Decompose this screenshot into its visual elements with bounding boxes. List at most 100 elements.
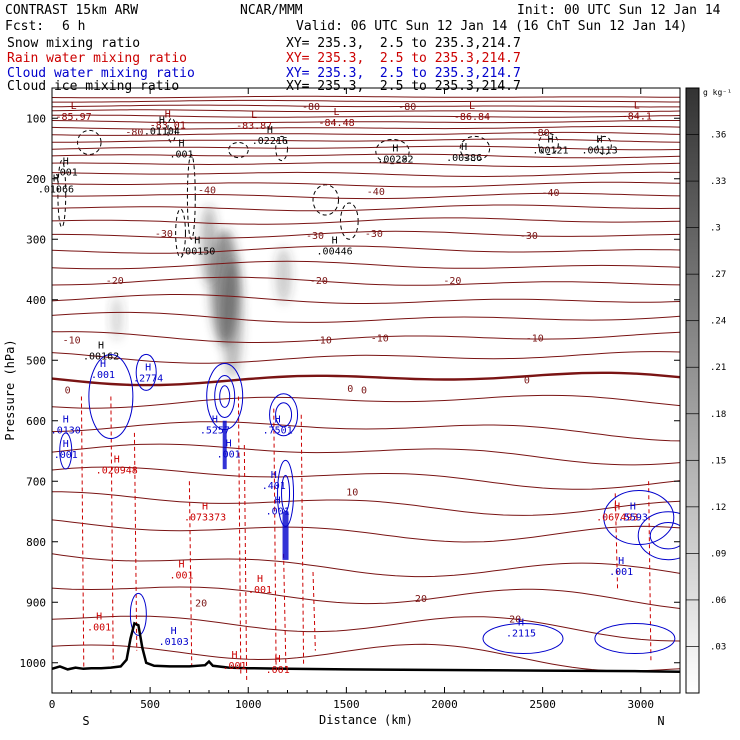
extremum-value: .00121 [532, 145, 568, 156]
temperature-contour-label: -40 [541, 188, 559, 199]
temperature-contour-line [52, 615, 680, 642]
y-tick-label: 500 [26, 354, 46, 367]
header-org: NCAR/MMM [240, 3, 303, 18]
extremum-kind: H [202, 502, 208, 513]
x-axis-label: Distance (km) [319, 713, 413, 727]
axes: 0 500 1000 1500 2000 2500 30001002003004005006… [20, 88, 680, 711]
field-xy-cloudice: XY= 235.3, 2.5 to 235.3,214.7 [286, 79, 521, 94]
snow-shade [222, 257, 243, 378]
temperature-contour-line [52, 125, 680, 130]
rain-contour [110, 396, 114, 663]
cloud-ice-contour [57, 160, 67, 228]
cloud-ice-contour [459, 135, 491, 162]
cloud-water-contours [59, 353, 680, 655]
x-tick-label: 2000 [431, 698, 458, 711]
temperature-contour-line [52, 204, 680, 212]
temperature-contour-label: -10 [314, 336, 332, 347]
cloud-water-contour [59, 432, 73, 470]
temperature-contour-label: -30 [520, 231, 538, 242]
cloud-water-contour [482, 623, 564, 655]
extremum-value: .7501 [263, 425, 293, 436]
x-tick-label: 500 [140, 698, 160, 711]
cloud-water-contour [129, 592, 147, 636]
extremum-value: -84.1 [622, 111, 652, 122]
extremum-kind: H [63, 439, 69, 450]
temperature-contour-line [52, 443, 680, 466]
extremum-kind: H [275, 496, 281, 507]
extrema-labels: L-85.97 H-83.01L-83.87L-84.48L-86.84L-84.… [38, 100, 652, 676]
y-tick-label: 400 [26, 294, 46, 307]
extremum-value: .00113 [581, 145, 617, 156]
temperature-contour-line [52, 421, 680, 442]
extremum-kind: H [159, 116, 165, 127]
extremum-value: .02216 [252, 136, 288, 147]
extremum-value: .5593 [618, 513, 648, 524]
extremum-value: .001 [169, 571, 193, 582]
extremum-kind: H [614, 502, 620, 513]
extremum-value: -86.84 [454, 112, 490, 123]
colorbar-tick-label: .27 [710, 270, 726, 280]
rain-contour [133, 432, 138, 651]
extremum-kind: H [165, 110, 171, 121]
rain-contour [237, 396, 242, 675]
field-label-cloudwater: Cloud water mixing ratio [7, 66, 195, 81]
extremum-value: -83.01 [150, 121, 186, 132]
cloud-ice-contour [597, 135, 612, 156]
temperature-contour-line [52, 109, 680, 113]
extremum-kind: H [618, 556, 624, 567]
cloud-water-core [222, 420, 227, 470]
extremum-value: .001 [54, 450, 78, 461]
y-tick-label: 200 [26, 173, 46, 186]
temperature-contour-label: -30 [306, 231, 324, 242]
cloud-water-contour [219, 385, 231, 408]
temperature-contour-label: -20 [443, 276, 461, 287]
temperature-contour-label: -10 [526, 333, 544, 344]
temperature-contour-line [52, 553, 680, 578]
temperature-labels: -80 -80 -80 -80 -40 -40 -40 -30 -30 -30 -30 -20 -20 -… [63, 102, 560, 625]
colorbar-tick-label: .15 [710, 456, 726, 466]
snow-shade [201, 205, 217, 286]
extremum-value: .001 [54, 168, 78, 179]
temperature-contour-line [52, 131, 680, 136]
temperature-contour-line [52, 162, 680, 168]
snow-shading [110, 205, 292, 378]
temperature-contour-line [52, 171, 680, 178]
temperature-contour-label: -30 [155, 229, 173, 240]
temperature-contour-label: -10 [63, 336, 81, 347]
x-tick-label: 0 [49, 698, 56, 711]
cloud-water-contour [88, 354, 134, 440]
temperature-contour-line [52, 351, 680, 364]
temperature-contour-line [52, 466, 680, 490]
x-tick-label: 1000 [235, 698, 262, 711]
field-xy-rain: XY= 235.3, 2.5 to 235.3,214.7 [286, 51, 521, 66]
extremum-kind: H [226, 439, 232, 450]
extremum-kind: H [518, 618, 524, 629]
temperature-contour-line [52, 586, 680, 609]
temperature-contour-line [52, 230, 680, 239]
temperature-contour-label: -10 [371, 333, 389, 344]
field-xy-cloudwater: XY= 235.3, 2.5 to 235.3,214.7 [286, 66, 521, 81]
temperature-contour-label: -80 [398, 102, 416, 113]
rain-contour [80, 396, 85, 669]
extremum-value: -85.97 [56, 112, 92, 123]
extremum-value: .00446 [317, 246, 353, 257]
cloud-ice-contour [186, 154, 196, 240]
temperature-contour-label: -40 [367, 187, 385, 198]
extremum-kind: H [179, 560, 185, 571]
temperature-contour-label: -20 [106, 276, 124, 287]
colorbar-tick-label: .24 [710, 317, 726, 327]
colorbar-tick-label: .21 [710, 363, 726, 373]
temperature-contour-line [52, 311, 680, 323]
extremum-kind: H [275, 654, 281, 665]
extremum-kind: L [634, 100, 640, 111]
temperature-contour-line [52, 153, 680, 159]
field-label-snow: Snow mixing ratio [7, 36, 141, 51]
extremum-kind: H [179, 139, 185, 150]
extremum-kind: H [392, 143, 398, 154]
cloud-water-core [282, 511, 289, 560]
field-label-rain: Rain water mixing ratio [7, 51, 188, 66]
y-axis-label: Pressure (hPa) [3, 339, 17, 440]
endpoint-left: S [82, 714, 89, 728]
extremum-value: .00282 [377, 154, 413, 165]
extremum-value: .01104 [144, 127, 180, 138]
